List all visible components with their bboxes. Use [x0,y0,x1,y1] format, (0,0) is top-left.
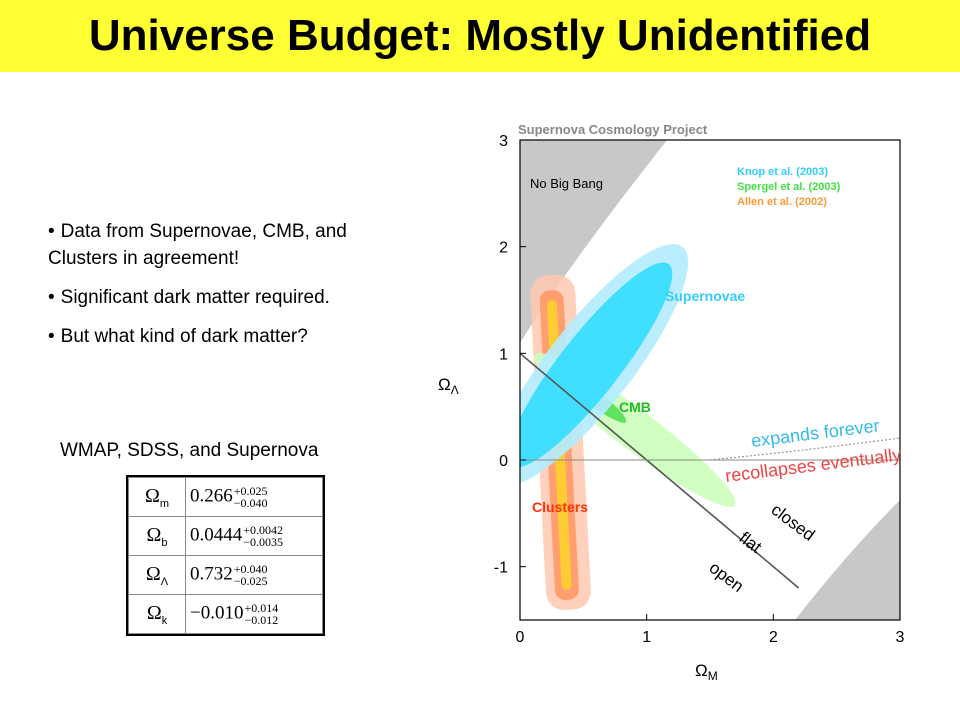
y-tick-label: 1 [499,346,508,363]
x-axis-ticks: 0 1 2 3 [516,614,905,646]
param-symbol: Ω [146,523,162,546]
no-big-bang-region [520,140,667,343]
lower-right-region [795,500,900,620]
clusters-label: Clusters [532,499,588,515]
param-value: 0.0444 [190,524,243,546]
param-plus-error: +0.025 [233,484,268,498]
supernovae-contour-inner [520,262,673,468]
no-big-bang-label: No Big Bang [530,176,603,191]
x-tick-label: 3 [896,629,905,646]
cosmology-plot: Supernova Cosmology Project No Big Bang … [438,122,905,683]
cmb-label: CMB [619,399,651,415]
x-tick-label: 0 [516,629,525,646]
param-minus-error: −0.012 [244,613,279,627]
flat-universe-line [520,352,800,589]
x-axis-title: ΩM [695,661,718,683]
y-axis-title: ΩΛ [438,375,459,397]
parameter-table: Ωm 0.266 +0.025 −0.040 Ωb 0.0444 +0.0042 −0.… [126,475,325,636]
param-symbol: Ω [145,562,161,585]
legend-item-spergel: Spergel et al. (2003) [737,181,841,193]
slide-title: Universe Budget: Mostly Unidentified [88,11,872,60]
param-plus-error: +0.0042 [243,523,284,537]
y-axis-ticks: -1 0 1 2 3 [494,133,526,577]
bullet-item: • Significant dark matter required. [48,287,330,308]
x-tick-label: 1 [642,629,651,646]
expansion-boundary-line [709,437,900,461]
bullet-item: • Data from Supernovae, CMB, and Clusters… [48,221,347,269]
param-minus-error: −0.025 [233,574,268,588]
param-minus-error: −0.040 [233,496,268,510]
legend-item-allen: Allen et al. (2002) [737,196,827,208]
table-row: Ωk −0.010 +0.014 −0.012 [128,594,323,634]
y-tick-label: -1 [494,560,508,577]
supernovae-label: Supernovae [665,288,745,304]
param-plus-error: +0.014 [244,601,279,615]
param-plus-error: +0.040 [233,562,268,576]
bullet-text: Significant dark matter required. [60,287,330,308]
param-subscript: b [161,536,168,549]
param-subscript: k [161,614,168,627]
y-tick-label: 3 [499,133,508,150]
plot-frame [519,139,901,621]
title-bar [0,0,960,72]
param-symbol: Ω [146,601,162,624]
param-value: 0.732 [190,563,233,585]
y-tick-label: 2 [499,240,508,257]
param-subscript: m [159,497,170,510]
table-row: Ωm 0.266 +0.025 −0.040 [128,477,323,517]
y-tick-label: 0 [499,453,508,470]
table-row: Ωb 0.0444 +0.0042 −0.0035 [128,516,323,556]
param-minus-error: −0.0035 [243,535,284,549]
table-row: ΩΛ 0.732 +0.040 −0.025 [128,555,323,595]
legend-item-knop: Knop et al. (2003) [737,166,828,178]
bullet-item: • But what kind of dark matter? [48,326,308,347]
param-value: −0.010 [190,602,244,624]
chart-title: Supernova Cosmology Project [518,122,708,137]
legend: Knop et al. (2003) Spergel et al. (2003)… [737,166,841,208]
bullet-text: Data from Supernovae, CMB, and Clusters … [48,221,347,269]
x-tick-label: 2 [769,629,778,646]
param-value: 0.266 [190,485,233,507]
param-symbol: Ω [144,484,160,507]
bullet-text: But what kind of dark matter? [60,326,308,347]
bullet-list: • Data from Supernovae, CMB, and Clusters… [48,218,393,362]
table-caption: WMAP, SDSS, and Supernova [60,440,319,461]
param-subscript: Λ [160,575,169,588]
